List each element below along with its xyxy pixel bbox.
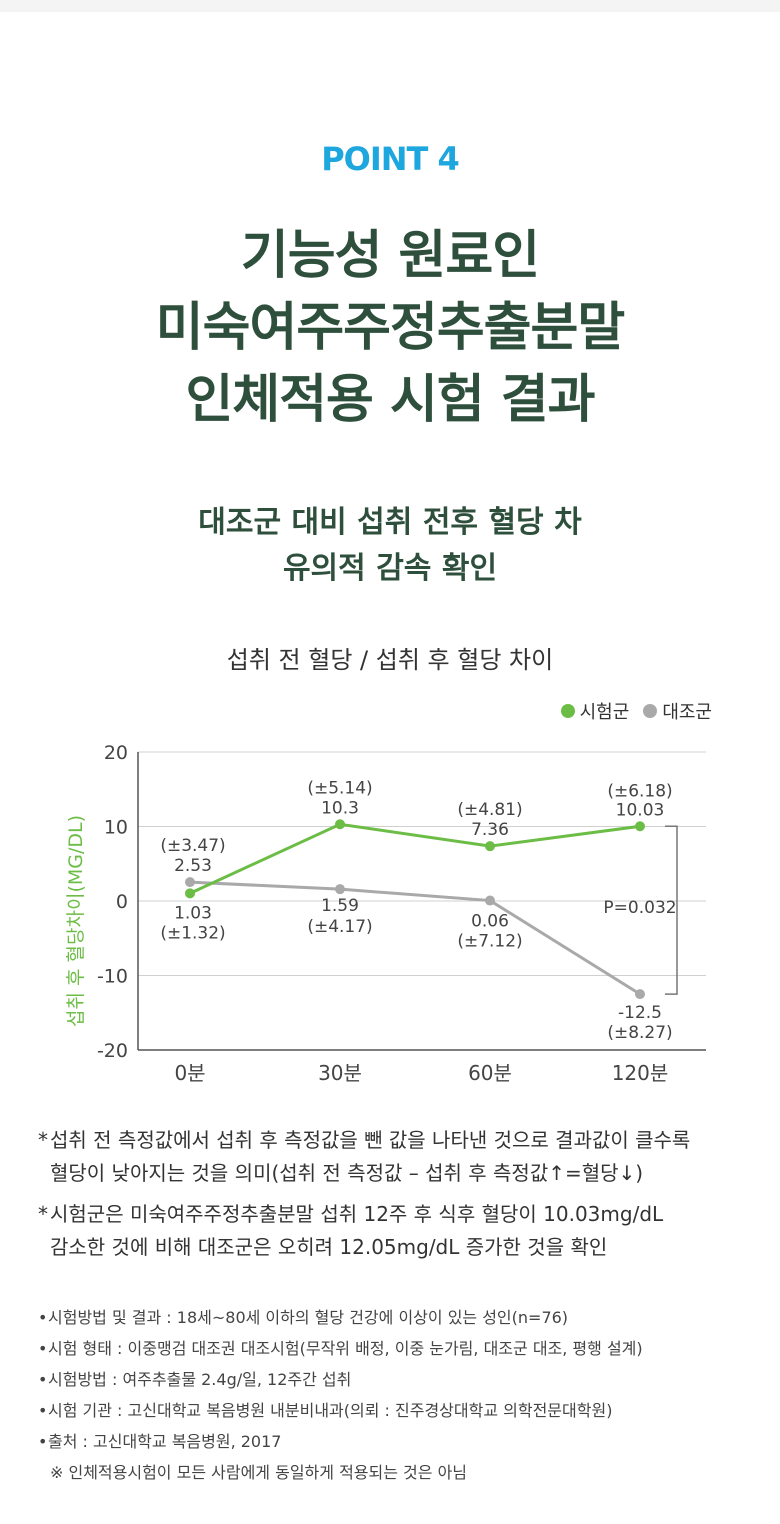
bullet-icon: • [38,1401,48,1420]
p-value-bracket [665,825,678,995]
y-tick-label: -10 [97,966,128,988]
data-label: 2.53 [174,856,212,876]
data-point [335,884,345,895]
data-label: 10.3 [321,798,359,818]
bullet-icon: • [38,1370,48,1389]
data-point [335,819,345,830]
data-label: -12.5 [618,1003,662,1023]
top-bar [0,0,780,12]
bullet-icon: • [38,1432,48,1451]
method-text: 시험방법 및 결과 : 18세~80세 이하의 혈당 건강에 이상이 있는 성인… [48,1308,569,1327]
legend-item-test: 시험군 [560,698,630,724]
data-label-sd: (±3.47) [160,836,225,856]
method-text: 시험 형태 : 이중맹검 대조권 대조시험(무작위 배정, 이중 눈가림, 대조… [48,1339,643,1358]
data-label: 0.06 [471,912,509,932]
data-point [485,895,495,906]
footnote: * 섭취 전 측정값에서 섭취 후 측정값을 뺀 값을 나타낸 것으로 결과값이… [38,1124,738,1190]
method-list: •시험방법 및 결과 : 18세~80세 이하의 혈당 건강에 이상이 있는 성… [38,1302,758,1488]
y-tick-label: -20 [97,1040,128,1062]
method-item: •시험방법 및 결과 : 18세~80세 이하의 혈당 건강에 이상이 있는 성… [38,1302,758,1333]
footnote-marker: * [38,1202,48,1226]
data-label-sd: (±4.17) [307,917,372,937]
method-item: •출처 : 고신대학교 복음병원, 2017 [38,1426,758,1457]
data-point [485,841,495,852]
subhead-line: 유의적 감속 확인 [282,551,498,586]
data-label-sd: (±4.81) [457,800,522,820]
legend-dot-control [643,704,658,718]
subhead-line: 대조군 대비 섭취 전후 혈당 차 [198,505,582,540]
footnotes: * 섭취 전 측정값에서 섭취 후 측정값을 뺀 값을 나타낸 것으로 결과값이… [38,1124,738,1272]
legend-label-control: 대조군 [662,702,712,723]
headline-line: 인체적용 시험 결과 [185,370,596,430]
data-label: 1.59 [321,896,359,916]
footnote-line: 감소한 것에 비해 대조군은 오히려 12.05mg/dL 증가한 것을 확인 [50,1235,608,1259]
data-label: 10.03 [616,800,665,820]
data-label-sd: (±1.32) [160,923,225,943]
footnote-line: 시험군은 미숙여주주정추출분말 섭취 12주 후 식후 혈당이 10.03mg/… [50,1202,664,1226]
p-value-annotation: P=0.032 [603,898,676,918]
line-chart: 20 10 0 -10 -20 0분 30분 60분 120분 섭취 후 혈당차이(MG/DL) P… [65,742,706,1085]
x-tick-label: 60분 [468,1061,512,1085]
headline: 기능성 원료인 미숙여주주정추출분말 인체적용 시험 결과 [0,220,780,436]
method-text: 출처 : 고신대학교 복음병원, 2017 [48,1432,282,1451]
disclaimer: ※ 인체적용시험이 모든 사람에게 동일하게 적용되는 것은 아님 [50,1463,468,1482]
y-axis-label: 섭취 후 혈당차이(MG/DL) [65,815,87,1027]
footnote-line: 혈당이 낮아지는 것을 의미(섭취 전 측정값 – 섭취 후 측정값↑=혈당↓) [50,1161,644,1185]
x-tick-label: 30분 [318,1061,362,1085]
x-tick-label: 0분 [174,1061,205,1085]
series-line [189,880,641,996]
footnote-line: 섭취 전 측정값에서 섭취 후 측정값을 뺀 값을 나타낸 것으로 결과값이 클… [50,1128,691,1152]
headline-line: 기능성 원료인 [240,226,540,286]
y-tick-label: 0 [116,891,128,913]
chart-title: 섭취 전 혈당 / 섭취 후 혈당 차이 [226,646,554,674]
method-text: 시험방법 : 여주추출물 2.4g/일, 12주간 섭취 [48,1370,352,1389]
data-label-sd: (±7.12) [457,932,522,952]
subheadline: 대조군 대비 섭취 전후 혈당 차 유의적 감속 확인 [0,500,780,592]
data-point [635,989,645,1000]
data-label: 7.36 [471,820,509,840]
headline-line: 미숙여주주정추출분말 [155,298,625,358]
legend-item-control: 대조군 [643,698,712,724]
series-line [189,822,641,895]
data-label-sd: (±8.27) [607,1023,672,1043]
legend-dot-test [560,704,575,718]
data-point [185,877,195,888]
data-label-sd: (±5.14) [307,778,372,798]
chart-legend: 시험군 대조군 [560,698,712,724]
method-text: 시험 기관 : 고신대학교 복음병원 내분비내과(의뢰 : 진주경상대학교 의학… [48,1401,613,1420]
data-point [635,821,645,832]
method-item: •시험 기관 : 고신대학교 복음병원 내분비내과(의뢰 : 진주경상대학교 의… [38,1395,758,1426]
x-tick-label: 120분 [612,1061,669,1085]
bullet-icon: • [38,1308,48,1327]
y-tick-label: 20 [104,742,128,764]
footnote-marker: * [38,1128,48,1152]
method-item: •시험 형태 : 이중맹검 대조권 대조시험(무작위 배정, 이중 눈가림, 대… [38,1333,758,1364]
method-item: •시험방법 : 여주추출물 2.4g/일, 12주간 섭취 [38,1364,758,1395]
data-label-sd: (±6.18) [607,781,672,801]
bullet-icon: • [38,1339,48,1358]
data-point [185,888,195,899]
point-label: POINT 4 [321,140,460,178]
data-label: 1.03 [174,903,212,923]
footnote: * 시험군은 미숙여주주정추출분말 섭취 12주 후 식후 혈당이 10.03m… [38,1198,738,1264]
legend-label-test: 시험군 [579,702,630,723]
y-tick-label: 10 [104,817,128,839]
